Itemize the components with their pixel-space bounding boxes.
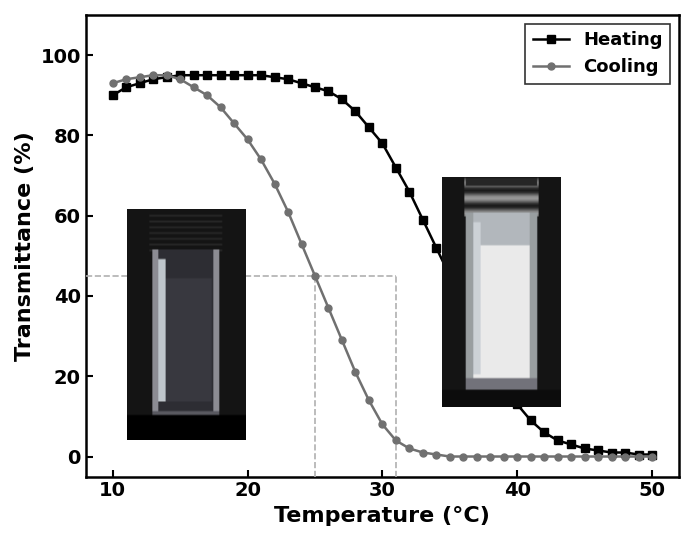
- Heating: [446, 273, 454, 279]
- Cooling: [554, 453, 562, 460]
- Cooling: [621, 453, 629, 460]
- Cooling: [203, 92, 211, 98]
- Cooling: [648, 453, 657, 460]
- Heating: [621, 449, 629, 456]
- Cooling: [324, 305, 332, 311]
- Heating: [189, 72, 198, 78]
- Heating: [432, 245, 441, 251]
- Heating: [122, 84, 130, 90]
- Heating: [149, 76, 158, 82]
- X-axis label: Temperature (°C): Temperature (°C): [274, 506, 491, 526]
- Cooling: [176, 76, 185, 82]
- Cooling: [513, 453, 521, 460]
- Cooling: [217, 104, 225, 110]
- Cooling: [580, 453, 589, 460]
- Heating: [271, 74, 279, 81]
- Cooling: [189, 84, 198, 90]
- Heating: [554, 437, 562, 444]
- Heating: [351, 108, 359, 115]
- Heating: [567, 441, 575, 448]
- Cooling: [540, 453, 548, 460]
- Cooling: [257, 156, 265, 163]
- Heating: [338, 96, 346, 103]
- Heating: [580, 445, 589, 452]
- Heating: [108, 92, 117, 98]
- Cooling: [378, 421, 387, 427]
- Cooling: [271, 180, 279, 187]
- Cooling: [527, 453, 535, 460]
- Cooling: [135, 74, 144, 81]
- Cooling: [338, 337, 346, 344]
- Heating: [473, 329, 481, 335]
- Cooling: [473, 453, 481, 460]
- Heating: [162, 74, 171, 81]
- Cooling: [284, 208, 292, 215]
- Heating: [378, 140, 387, 147]
- Heating: [311, 84, 319, 90]
- Cooling: [500, 453, 508, 460]
- Heating: [135, 80, 144, 87]
- Cooling: [607, 453, 616, 460]
- Heating: [217, 72, 225, 78]
- Heating: [230, 72, 238, 78]
- Heating: [257, 72, 265, 78]
- Heating: [324, 88, 332, 95]
- Heating: [513, 401, 521, 407]
- Heating: [176, 72, 185, 78]
- Cooling: [365, 397, 373, 404]
- Heating: [203, 72, 211, 78]
- Heating: [594, 447, 602, 454]
- Heating: [244, 72, 252, 78]
- Cooling: [418, 449, 427, 456]
- Heating: [527, 417, 535, 424]
- Heating: [284, 76, 292, 82]
- Cooling: [108, 80, 117, 87]
- Heating: [500, 381, 508, 387]
- Cooling: [446, 453, 454, 460]
- Cooling: [567, 453, 575, 460]
- Cooling: [634, 453, 643, 460]
- Heating: [365, 124, 373, 130]
- Cooling: [311, 273, 319, 279]
- Cooling: [149, 72, 158, 78]
- Heating: [648, 451, 657, 458]
- Legend: Heating, Cooling: Heating, Cooling: [525, 24, 670, 83]
- Cooling: [122, 76, 130, 82]
- Heating: [634, 451, 643, 458]
- Heating: [459, 301, 468, 307]
- Cooling: [162, 72, 171, 78]
- Line: Cooling: Cooling: [109, 72, 656, 460]
- Cooling: [230, 120, 238, 127]
- Cooling: [459, 453, 468, 460]
- Heating: [391, 164, 400, 171]
- Cooling: [297, 241, 305, 247]
- Line: Heating: Heating: [109, 71, 656, 458]
- Cooling: [432, 451, 441, 458]
- Cooling: [486, 453, 494, 460]
- Cooling: [351, 369, 359, 375]
- Heating: [418, 216, 427, 223]
- Heating: [540, 429, 548, 436]
- Heating: [486, 357, 494, 364]
- Cooling: [594, 453, 602, 460]
- Cooling: [244, 136, 252, 143]
- Cooling: [405, 445, 414, 452]
- Heating: [405, 188, 414, 195]
- Cooling: [391, 437, 400, 444]
- Heating: [297, 80, 305, 87]
- Y-axis label: Transmittance (%): Transmittance (%): [15, 131, 35, 361]
- Heating: [607, 449, 616, 456]
